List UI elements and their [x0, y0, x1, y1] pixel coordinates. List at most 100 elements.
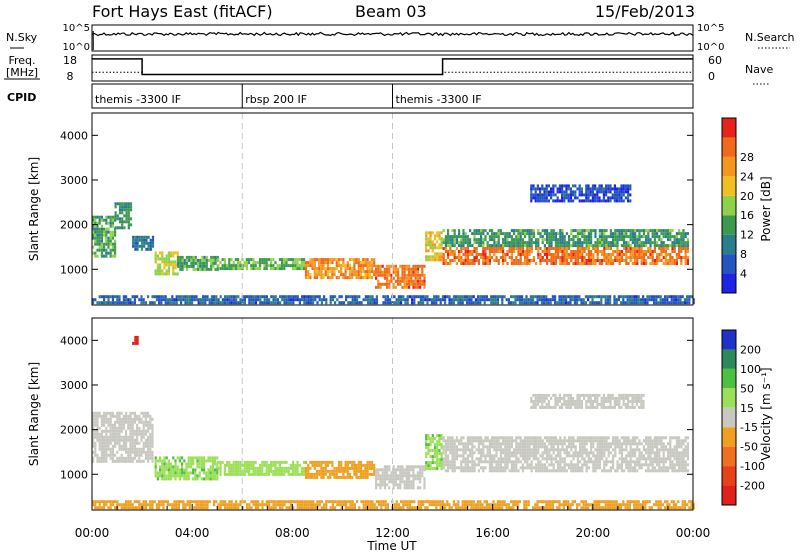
- heatmap-cell: [576, 436, 579, 440]
- heatmap-cell: [458, 235, 461, 239]
- heatmap-cell: [223, 267, 226, 271]
- heatmap-cell: [594, 199, 597, 203]
- heatmap-cell: [329, 295, 332, 299]
- heatmap-cell: [259, 466, 262, 470]
- heatmap-cell: [558, 301, 561, 305]
- heatmap-cell: [662, 244, 665, 248]
- heatmap-cell: [605, 229, 608, 233]
- heatmap-cell: [660, 466, 663, 470]
- heatmap-cell: [281, 295, 284, 299]
- heatmap-cell: [438, 234, 441, 238]
- heatmap-cell: [592, 436, 595, 440]
- heatmap-cell: [614, 238, 617, 242]
- heatmap-cell: [598, 187, 601, 191]
- heatmap-cell: [131, 441, 134, 445]
- heatmap-cell: [303, 261, 306, 265]
- heatmap-cell: [133, 429, 136, 433]
- heatmap-cell: [675, 448, 678, 452]
- heatmap-cell: [318, 463, 321, 467]
- heatmap-cell: [605, 253, 608, 256]
- heatmap-cell: [429, 240, 432, 244]
- heatmap-cell: [92, 245, 95, 249]
- heatmap-cell: [370, 267, 374, 271]
- heatmap-cell: [506, 463, 509, 467]
- heatmap-cell: [680, 250, 683, 253]
- heatmap-cell: [581, 229, 584, 233]
- heatmap-cell: [472, 301, 475, 305]
- heatmap-cell: [96, 435, 99, 439]
- heatmap-cell: [510, 235, 513, 239]
- heatmap-cell: [136, 447, 139, 451]
- heatmap-cell: [462, 253, 465, 256]
- heatmap-cell: [447, 436, 450, 440]
- heatmap-cell: [172, 465, 175, 469]
- heatmap-cell: [239, 264, 242, 268]
- heatmap-cell: [603, 466, 606, 470]
- heatmap-cell: [207, 459, 210, 463]
- heatmap-cell: [600, 199, 603, 203]
- heatmap-cell: [239, 463, 242, 467]
- heatmap-cell: [672, 295, 675, 299]
- heatmap-cell: [442, 436, 445, 440]
- heatmap-cell: [455, 235, 458, 239]
- heatmap-cell: [668, 295, 671, 299]
- heatmap-cell: [462, 442, 465, 446]
- heatmap-cell: [449, 244, 452, 248]
- heatmap-cell: [294, 469, 297, 473]
- heatmap-cell: [462, 244, 465, 248]
- heatmap-cell: [491, 238, 494, 242]
- heatmap-cell: [550, 460, 553, 464]
- heatmap-cell: [605, 448, 608, 452]
- heatmap-cell: [490, 301, 493, 305]
- heatmap-cell: [579, 448, 582, 452]
- heatmap-cell: [276, 466, 279, 470]
- heatmap-cell: [493, 238, 496, 242]
- heatmap-cell: [569, 295, 572, 299]
- heatmap-cell: [684, 241, 687, 245]
- heatmap-cell: [625, 241, 628, 245]
- heatmap-cell: [613, 187, 616, 191]
- heatmap-cell: [576, 295, 579, 299]
- heatmap-cell: [172, 456, 175, 460]
- heatmap-cell: [524, 259, 527, 262]
- heatmap-cell: [493, 250, 496, 253]
- heatmap-cell: [640, 442, 643, 446]
- heatmap-cell: [285, 460, 288, 464]
- heatmap-cell: [686, 238, 689, 242]
- heatmap-cell: [587, 457, 590, 461]
- heatmap-cell: [96, 411, 99, 415]
- heatmap-cell: [375, 468, 378, 472]
- heatmap-cell: [528, 238, 531, 242]
- heatmap-cell: [508, 241, 511, 245]
- heatmap-cell: [433, 467, 437, 471]
- heatmap-cell: [377, 273, 380, 277]
- heatmap-cell: [116, 226, 119, 230]
- heatmap-cell: [521, 451, 524, 455]
- heatmap-cell: [600, 301, 603, 305]
- heatmap-cell: [309, 298, 312, 302]
- heatmap-cell: [215, 295, 218, 299]
- heatmap-cell: [622, 295, 625, 299]
- heatmap-cell: [640, 241, 643, 245]
- heatmap-cell: [585, 469, 588, 473]
- heatmap-cell: [154, 254, 157, 258]
- heatmap-cell: [219, 460, 222, 464]
- heatmap-cell: [237, 267, 240, 271]
- heatmap-cell: [431, 434, 434, 438]
- heatmap-cell: [519, 439, 522, 443]
- heatmap-cell: [118, 426, 121, 430]
- heatmap-cell: [131, 295, 134, 299]
- heatmap-cell: [684, 259, 687, 262]
- heatmap-cell: [616, 463, 619, 467]
- heatmap-cell: [303, 472, 306, 476]
- heatmap-cell: [270, 460, 273, 464]
- heatmap-cell: [583, 259, 586, 262]
- heatmap-cell: [248, 261, 251, 265]
- heatmap-cell: [669, 235, 672, 239]
- heatmap-cell: [506, 448, 509, 452]
- heatmap-cell: [528, 442, 531, 446]
- heatmap-cell: [504, 460, 507, 464]
- heatmap-cell: [521, 247, 524, 250]
- heatmap-cell: [550, 454, 553, 458]
- heatmap-cell: [107, 227, 110, 231]
